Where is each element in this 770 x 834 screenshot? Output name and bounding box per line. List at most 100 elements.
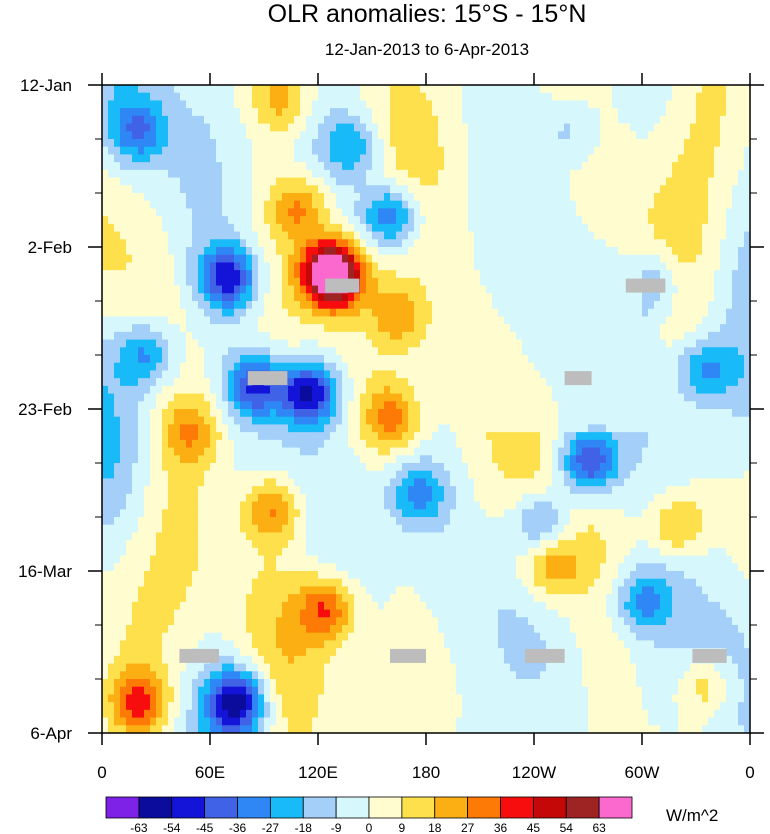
field-cell [444, 154, 451, 163]
field-cell [102, 316, 109, 325]
field-cell [318, 393, 325, 402]
field-cell [606, 424, 613, 433]
field-cell [690, 254, 697, 263]
field-cell [714, 409, 721, 418]
field-cell [546, 385, 553, 394]
field-cell [468, 424, 475, 433]
field-cell [708, 177, 715, 186]
field-cell [522, 331, 529, 340]
field-cell [738, 108, 745, 117]
field-cell [624, 393, 631, 402]
field-cell [396, 293, 403, 302]
field-cell [450, 108, 457, 117]
field-cell [186, 146, 193, 155]
field-cell [402, 216, 409, 225]
field-cell [456, 169, 463, 178]
field-cell [456, 393, 463, 402]
field-cell [282, 85, 289, 94]
field-cell [426, 393, 433, 402]
field-cell [630, 177, 637, 186]
field-cell [702, 409, 709, 418]
field-cell [600, 331, 607, 340]
field-cell [342, 239, 349, 248]
field-cell [120, 339, 127, 348]
field-cell [186, 385, 193, 394]
field-cell [570, 231, 577, 240]
field-cell [738, 200, 745, 209]
field-cell [300, 162, 307, 171]
field-cell [684, 324, 691, 333]
field-cell [618, 231, 625, 240]
field-cell [222, 177, 229, 186]
field-cell [504, 247, 511, 256]
field-cell [720, 416, 727, 425]
field-cell [624, 231, 631, 240]
field-cell [438, 177, 445, 186]
field-cell [222, 254, 229, 263]
field-cell [120, 370, 127, 379]
field-cell [396, 262, 403, 271]
field-cell [252, 123, 259, 132]
field-cell [288, 432, 295, 441]
field-cell [264, 139, 271, 148]
field-cell [444, 362, 451, 371]
field-cell [438, 378, 445, 387]
field-cell [372, 432, 379, 441]
field-cell [426, 85, 433, 94]
field-cell [312, 162, 319, 171]
field-cell [510, 85, 517, 94]
field-cell [558, 108, 565, 117]
field-cell [126, 247, 133, 256]
field-cell [150, 123, 157, 132]
field-cell [186, 393, 193, 402]
field-cell [354, 100, 361, 109]
field-cell [438, 270, 445, 279]
field-cell [642, 308, 649, 317]
field-cell [264, 123, 271, 132]
field-cell [318, 254, 325, 263]
field-cell [204, 331, 211, 340]
field-cell [252, 277, 259, 286]
field-cell [444, 432, 451, 441]
field-cell [504, 108, 511, 117]
field-cell [588, 316, 595, 325]
field-cell [582, 200, 589, 209]
field-cell [252, 331, 259, 340]
field-cell [318, 277, 325, 286]
field-cell [174, 231, 181, 240]
field-cell [516, 162, 523, 171]
field-cell [702, 308, 709, 317]
field-cell [594, 185, 601, 194]
field-cell [468, 432, 475, 441]
field-cell [162, 177, 169, 186]
field-cell [444, 409, 451, 418]
field-cell [474, 277, 481, 286]
field-cell [726, 146, 733, 155]
field-cell [252, 200, 259, 209]
field-cell [312, 193, 319, 202]
field-cell [330, 154, 337, 163]
field-cell [486, 247, 493, 256]
field-cell [558, 316, 565, 325]
field-cell [336, 169, 343, 178]
field-cell [312, 324, 319, 333]
field-cell [558, 185, 565, 194]
field-cell [438, 247, 445, 256]
field-cell [234, 285, 241, 294]
field-cell [522, 123, 529, 132]
field-cell [498, 239, 505, 248]
field-cell [366, 162, 373, 171]
field-cell [228, 162, 235, 171]
field-cell [576, 270, 583, 279]
field-cell [276, 270, 283, 279]
field-cell [264, 231, 271, 240]
field-cell [168, 85, 175, 94]
field-cell [630, 200, 637, 209]
field-cell [360, 247, 367, 256]
field-cell [360, 208, 367, 217]
field-cell [468, 293, 475, 302]
field-cell [198, 247, 205, 256]
field-cell [660, 139, 667, 148]
field-cell [300, 378, 307, 387]
field-cell [102, 108, 109, 117]
